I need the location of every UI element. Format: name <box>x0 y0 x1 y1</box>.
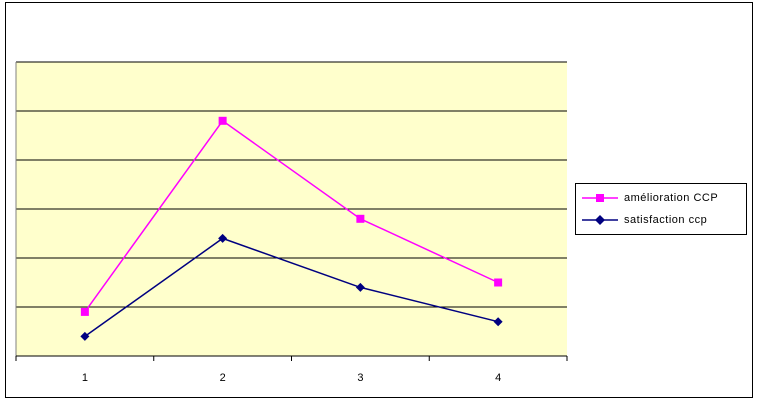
data-point <box>494 278 503 287</box>
gridlines <box>16 61 567 308</box>
series-lines <box>84 119 499 338</box>
x-tick-label: 2 <box>220 372 226 384</box>
legend-entry-satisfaction-ccp: satisfaction ccp <box>582 211 707 229</box>
series-markers <box>80 116 503 341</box>
data-point <box>355 282 365 292</box>
data-point <box>218 233 228 243</box>
data-point <box>493 317 503 327</box>
legend-swatch-satisfaction-ccp <box>582 215 618 225</box>
legend-swatch-amelioration-ccp <box>582 194 618 202</box>
data-point <box>356 214 365 223</box>
series-line <box>84 237 499 338</box>
x-tick-label: 1 <box>82 372 88 384</box>
series-line <box>84 119 499 313</box>
x-tick-label: 3 <box>357 372 363 384</box>
legend-label-amelioration-ccp: amélioration CCP <box>624 192 719 204</box>
legend-label-satisfaction-ccp: satisfaction ccp <box>624 214 708 226</box>
data-point <box>80 307 89 316</box>
legend-entry-amelioration-ccp: amélioration CCP <box>582 189 718 207</box>
data-point <box>218 116 227 125</box>
x-tick-label: 4 <box>495 372 501 384</box>
data-point <box>80 331 90 341</box>
x-axis-ticks: 1 2 3 4 <box>15 356 568 384</box>
legend: amélioration CCP satisfaction ccp <box>575 183 747 235</box>
